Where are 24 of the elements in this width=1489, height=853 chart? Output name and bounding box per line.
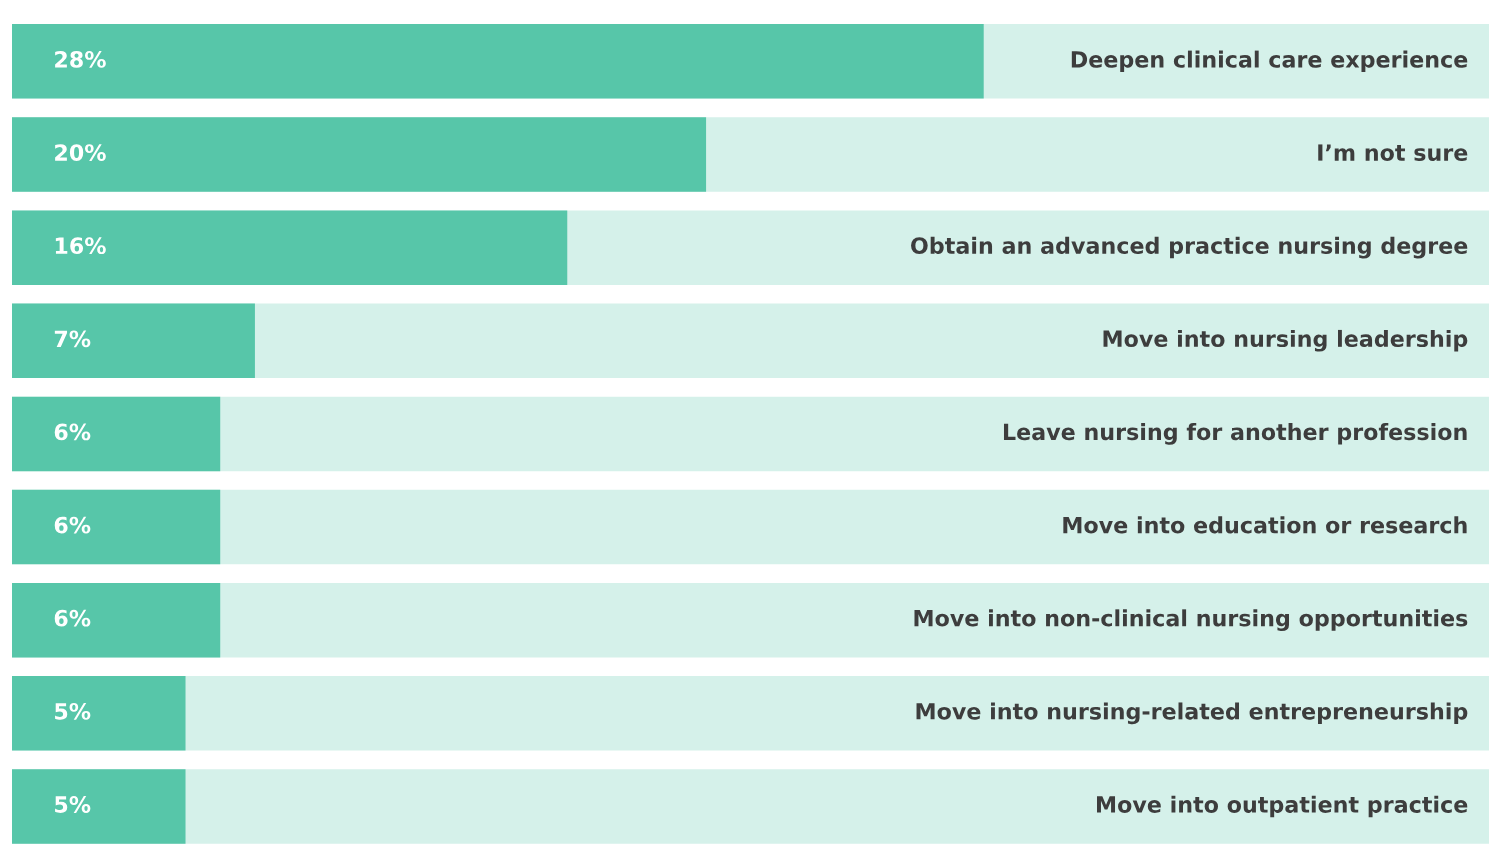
y-tick-label: Move into nursing leadership: [1103, 329, 1468, 352]
data-label: 5%: [55, 702, 91, 720]
y-tick-label: Move into education or research: [1063, 516, 1467, 534]
bar: [12, 676, 186, 751]
y-tick-label: Move into outpatient practice: [1097, 795, 1468, 818]
y-tick-label: I’m not sure: [1318, 144, 1468, 161]
y-tick-label: Obtain an advanced practice nursing degree: [911, 236, 1468, 259]
y-tick-label: Move into nursing-related entrepreneurship: [916, 702, 1468, 725]
y-tick-label: Deepen clinical care experience: [1071, 50, 1468, 73]
bar: [12, 489, 221, 565]
data-label: 16%: [55, 237, 106, 255]
data-label: 7%: [54, 330, 91, 348]
data-label: 20%: [55, 144, 106, 161]
y-tick-label: Leave nursing for another profession: [1003, 423, 1467, 445]
y-tick-label: Move into non-clinical nursing opportunities: [914, 609, 1468, 632]
data-label: 5%: [55, 796, 91, 813]
data-label: 6%: [54, 423, 91, 441]
data-label: 6%: [54, 609, 91, 627]
data-label: 6%: [54, 516, 91, 534]
bar: [12, 303, 255, 379]
bar: [12, 769, 186, 844]
data-label: 28%: [55, 51, 106, 68]
bar: [12, 396, 221, 472]
bar: [12, 582, 221, 658]
